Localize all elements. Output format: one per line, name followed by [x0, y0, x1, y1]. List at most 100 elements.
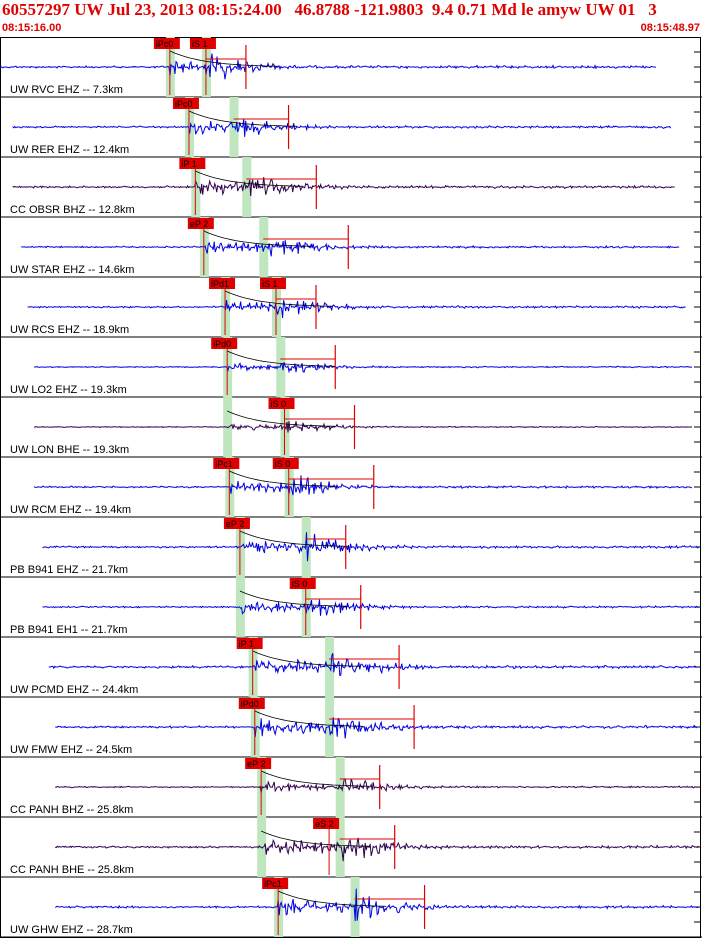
channel-panel: iP 1 UW PCMD EHZ -- 24.4km — [0, 637, 702, 698]
coda-curve — [224, 290, 334, 307]
pick-label: eP 2 — [226, 519, 244, 529]
pick-label-box — [187, 218, 214, 229]
pick-label-box — [268, 398, 295, 409]
pick-label-box — [209, 278, 236, 289]
channel-panel: iPd1 iS 1 UW RCS EHZ -- 18.9km — [0, 277, 702, 338]
waveform-trace — [48, 653, 698, 677]
pick-label-box — [172, 98, 199, 109]
coda-curve — [227, 410, 336, 427]
waveform-trace — [21, 240, 680, 257]
waveform-trace — [55, 717, 699, 739]
s-pick-band — [350, 877, 360, 937]
pick-label-box — [236, 638, 263, 649]
coda-curve — [260, 830, 370, 847]
s-pick-band — [242, 157, 252, 217]
waveform-trace — [42, 599, 699, 616]
pick-label: eP 2 — [247, 759, 265, 769]
channel-label: CC PANH BHZ -- 25.8km — [10, 804, 133, 816]
waveform-trace — [0, 53, 657, 80]
pick-label: iPd0 — [213, 339, 231, 349]
channel-label: UW RCM EHZ -- 19.4km — [10, 504, 131, 516]
waveform-trace — [42, 532, 699, 562]
waveform-trace — [33, 421, 693, 433]
channel-label: UW STAR EHZ -- 14.6km — [10, 264, 134, 276]
channel-label: UW PCMD EHZ -- 24.4km — [10, 684, 138, 696]
s-pick-band — [325, 637, 335, 697]
coda-curve — [227, 350, 336, 367]
channel-panel: iPd0 UW FMW EHZ -- 24.5km — [0, 697, 702, 758]
pick-label: iPc1 — [215, 459, 233, 469]
pick-label: iS 0 — [271, 399, 287, 409]
pick-label: iS 1 — [262, 279, 278, 289]
pick-label: iS 0 — [292, 579, 308, 589]
channel-label: UW RER EHZ -- 12.4km — [10, 144, 129, 156]
pick-label: iS 0 — [275, 459, 291, 469]
p-pick-band — [235, 577, 245, 637]
waveform-trace — [55, 778, 699, 793]
channel-label: UW LO2 EHZ -- 19.3km — [10, 384, 127, 396]
channel-panel: iPc1 UW GHW EHZ -- 28.7km — [0, 877, 702, 938]
pick-label-box — [260, 278, 287, 289]
channel-label: UW FMW EHZ -- 24.5km — [10, 744, 132, 756]
pick-label-box — [262, 878, 289, 889]
pick-label-box — [189, 38, 216, 49]
s-pick-band — [259, 217, 269, 277]
waveform-trace — [54, 888, 699, 922]
coda-curve — [254, 710, 363, 727]
pick-label-box — [211, 338, 238, 349]
pick-label: eS 2 — [315, 819, 334, 829]
channel-panel: eP 2 PB B941 EHZ -- 21.7km — [0, 517, 702, 578]
coda-curve — [195, 170, 304, 187]
pick-label-box — [289, 578, 316, 589]
waveform-trace — [12, 118, 672, 137]
end-time-label: 08:15:48.97 — [640, 22, 700, 34]
channel-panel: eS 2 CC PANH BHE -- 25.8km — [0, 817, 702, 878]
channel-label: UW RVC EHZ -- 7.3km — [10, 84, 123, 96]
channel-panel: iPc1 iS 0 UW RCM EHZ -- 19.4km — [0, 457, 702, 518]
channel-panel: iPc0 iS 1 UW RVC EHZ -- 7.3km — [0, 37, 702, 98]
coda-curve — [277, 890, 387, 907]
channel-panel: iPd0 UW LO2 EHZ -- 19.3km — [0, 337, 702, 398]
channel-panel: iS 0 UW LON BHE -- 19.3km — [0, 397, 702, 458]
channel-panel: eP 2 CC PANH BHZ -- 25.8km — [0, 757, 702, 818]
channel-label: CC OBSR BHZ -- 12.8km — [10, 204, 135, 216]
channel-label: PB B941 EHZ -- 21.7km — [10, 564, 128, 576]
channel-panel: eP 2 UW STAR EHZ -- 14.6km — [0, 217, 702, 278]
pick-label: iPd1 — [211, 279, 229, 289]
channel-label: UW GHW EHZ -- 28.7km — [10, 924, 133, 936]
pick-label-box — [179, 158, 206, 169]
channel-label: UW RCS EHZ -- 18.9km — [10, 324, 129, 336]
pick-label: eP 2 — [190, 219, 208, 229]
pick-label: iPc1 — [264, 879, 282, 889]
pick-label: iPc0 — [175, 99, 193, 109]
pick-label: iP 1 — [181, 159, 196, 169]
waveform-trace — [34, 361, 693, 374]
pick-label-box — [223, 518, 250, 529]
coda-curve — [239, 590, 348, 607]
event-header: 60557297 UW Jul 23, 2013 08:15:24.00 46.… — [2, 0, 657, 19]
waveform-trace — [12, 176, 675, 197]
pick-label: iS 1 — [192, 39, 208, 49]
coda-curve — [203, 230, 312, 247]
coda-curve — [252, 650, 361, 667]
channel-label: UW LON BHE -- 19.3km — [10, 444, 129, 456]
channel-panel: iS 0 PB B941 EH1 -- 21.7km — [0, 577, 702, 638]
pick-label-box — [272, 458, 299, 469]
pick-label-box — [153, 38, 180, 49]
channel-label: CC PANH BHE -- 25.8km — [10, 864, 134, 876]
s-pick-band — [301, 517, 311, 577]
waveform-trace — [33, 475, 693, 496]
channel-panel: iP 1 CC OBSR BHZ -- 12.8km — [0, 157, 702, 218]
coda-curve — [239, 530, 348, 547]
pick-label: iPc0 — [156, 39, 174, 49]
coda-curve — [188, 110, 298, 127]
channel-panel: iPc0 UW RER EHZ -- 12.4km — [0, 97, 702, 158]
waveform-trace — [55, 837, 699, 862]
coda-curve — [169, 50, 278, 67]
pick-label-box — [313, 818, 340, 829]
coda-curve — [229, 470, 338, 487]
s-pick-band — [276, 337, 286, 397]
pick-label-box — [245, 758, 272, 769]
coda-curve — [260, 770, 370, 787]
